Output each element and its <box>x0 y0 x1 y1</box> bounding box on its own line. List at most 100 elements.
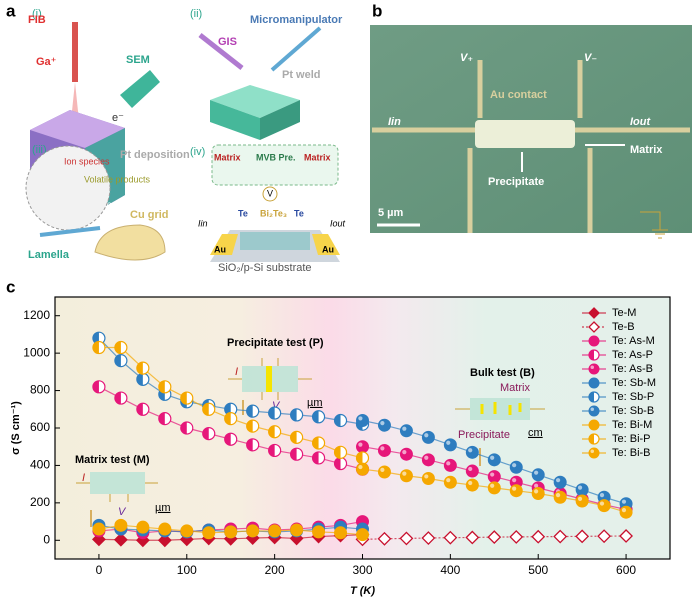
legend-label: Te: As-M <box>612 335 655 347</box>
circle <box>465 464 479 478</box>
au-pad <box>210 234 238 255</box>
highlight <box>590 407 594 411</box>
y-tick-label: 1200 <box>23 308 50 322</box>
circle <box>224 525 238 539</box>
data-point <box>588 349 600 361</box>
half-fill <box>290 448 297 461</box>
label: SiO₂/p-Si substrate <box>218 262 312 274</box>
data-point <box>268 425 282 439</box>
diamond <box>443 530 458 545</box>
half-fill <box>312 410 319 423</box>
highlight <box>512 463 517 468</box>
data-point <box>268 443 282 458</box>
data-point <box>531 487 545 500</box>
data-point <box>356 440 369 454</box>
x-axis-label: T (K) <box>350 585 375 597</box>
circle <box>92 522 106 536</box>
data-point <box>224 525 238 539</box>
diamond <box>487 530 502 545</box>
data-point <box>399 447 413 461</box>
half-fill <box>589 392 594 402</box>
data-point <box>290 447 304 461</box>
inset-wires <box>228 358 312 400</box>
label: Pt weld <box>282 69 321 81</box>
label: Iin <box>388 116 401 128</box>
highlight <box>380 420 385 426</box>
circle <box>443 458 457 472</box>
half-fill <box>334 457 341 470</box>
circle <box>377 465 391 479</box>
au-pad <box>312 234 340 255</box>
inset-precipitate <box>266 366 272 392</box>
diamond <box>377 531 392 546</box>
highlight <box>512 478 517 483</box>
data-point <box>114 340 128 355</box>
inset-wires <box>76 482 158 502</box>
data-point <box>202 427 216 441</box>
circle <box>290 523 304 537</box>
half-fill <box>180 392 187 405</box>
label: Cu grid <box>130 209 169 221</box>
annotation: cm <box>528 427 543 439</box>
half-fill <box>246 420 253 433</box>
circle <box>509 460 523 474</box>
data-point <box>290 523 304 537</box>
data-point <box>588 363 600 375</box>
diamond <box>157 533 172 548</box>
label: Bi₂Te₃ <box>260 208 287 218</box>
half-fill <box>202 427 209 440</box>
data-point <box>487 481 501 495</box>
highlight <box>621 499 627 504</box>
circle <box>356 414 369 428</box>
data-point <box>158 412 172 426</box>
data-point <box>136 372 150 386</box>
highlight <box>446 461 451 466</box>
block-front <box>210 100 260 140</box>
label: Lamella <box>28 249 70 261</box>
highlight <box>490 472 495 477</box>
fib-column <box>72 22 78 82</box>
data-point <box>312 525 326 539</box>
data-point <box>158 380 172 394</box>
diamond <box>531 529 546 544</box>
data-point <box>180 391 194 405</box>
half-fill <box>312 451 319 464</box>
block-side <box>260 100 300 140</box>
label: Volatile products <box>84 174 151 184</box>
lamella <box>240 232 310 250</box>
half-fill <box>246 438 253 451</box>
circle <box>553 475 567 489</box>
data-point <box>619 529 633 543</box>
data-point <box>465 445 479 459</box>
half-fill <box>180 422 187 434</box>
highlight <box>424 455 429 460</box>
data-point <box>443 530 458 545</box>
inset-sample <box>470 398 530 420</box>
legend-label: Te: Bi-M <box>612 419 652 431</box>
circle <box>136 520 150 534</box>
annotation: V <box>118 506 127 518</box>
data-point <box>246 524 260 538</box>
highlight <box>424 474 429 479</box>
circle <box>509 484 523 498</box>
highlight <box>512 486 517 491</box>
data-point <box>311 451 326 465</box>
data-point <box>290 430 304 444</box>
diamond <box>619 529 633 543</box>
cube-top <box>30 110 125 148</box>
half-fill <box>312 436 319 449</box>
data-point <box>180 524 194 538</box>
y-tick-label: 400 <box>30 458 50 472</box>
data-point <box>421 531 436 545</box>
data-point <box>311 436 326 450</box>
circle <box>377 443 391 457</box>
data-point <box>113 532 128 547</box>
data-point <box>553 475 567 489</box>
half-fill <box>158 412 165 425</box>
data-point <box>575 529 590 544</box>
x-tick-label: 100 <box>177 563 197 577</box>
circle <box>356 462 369 476</box>
panel-label: b <box>372 1 382 20</box>
label: Au <box>322 244 334 254</box>
circle <box>465 445 479 459</box>
